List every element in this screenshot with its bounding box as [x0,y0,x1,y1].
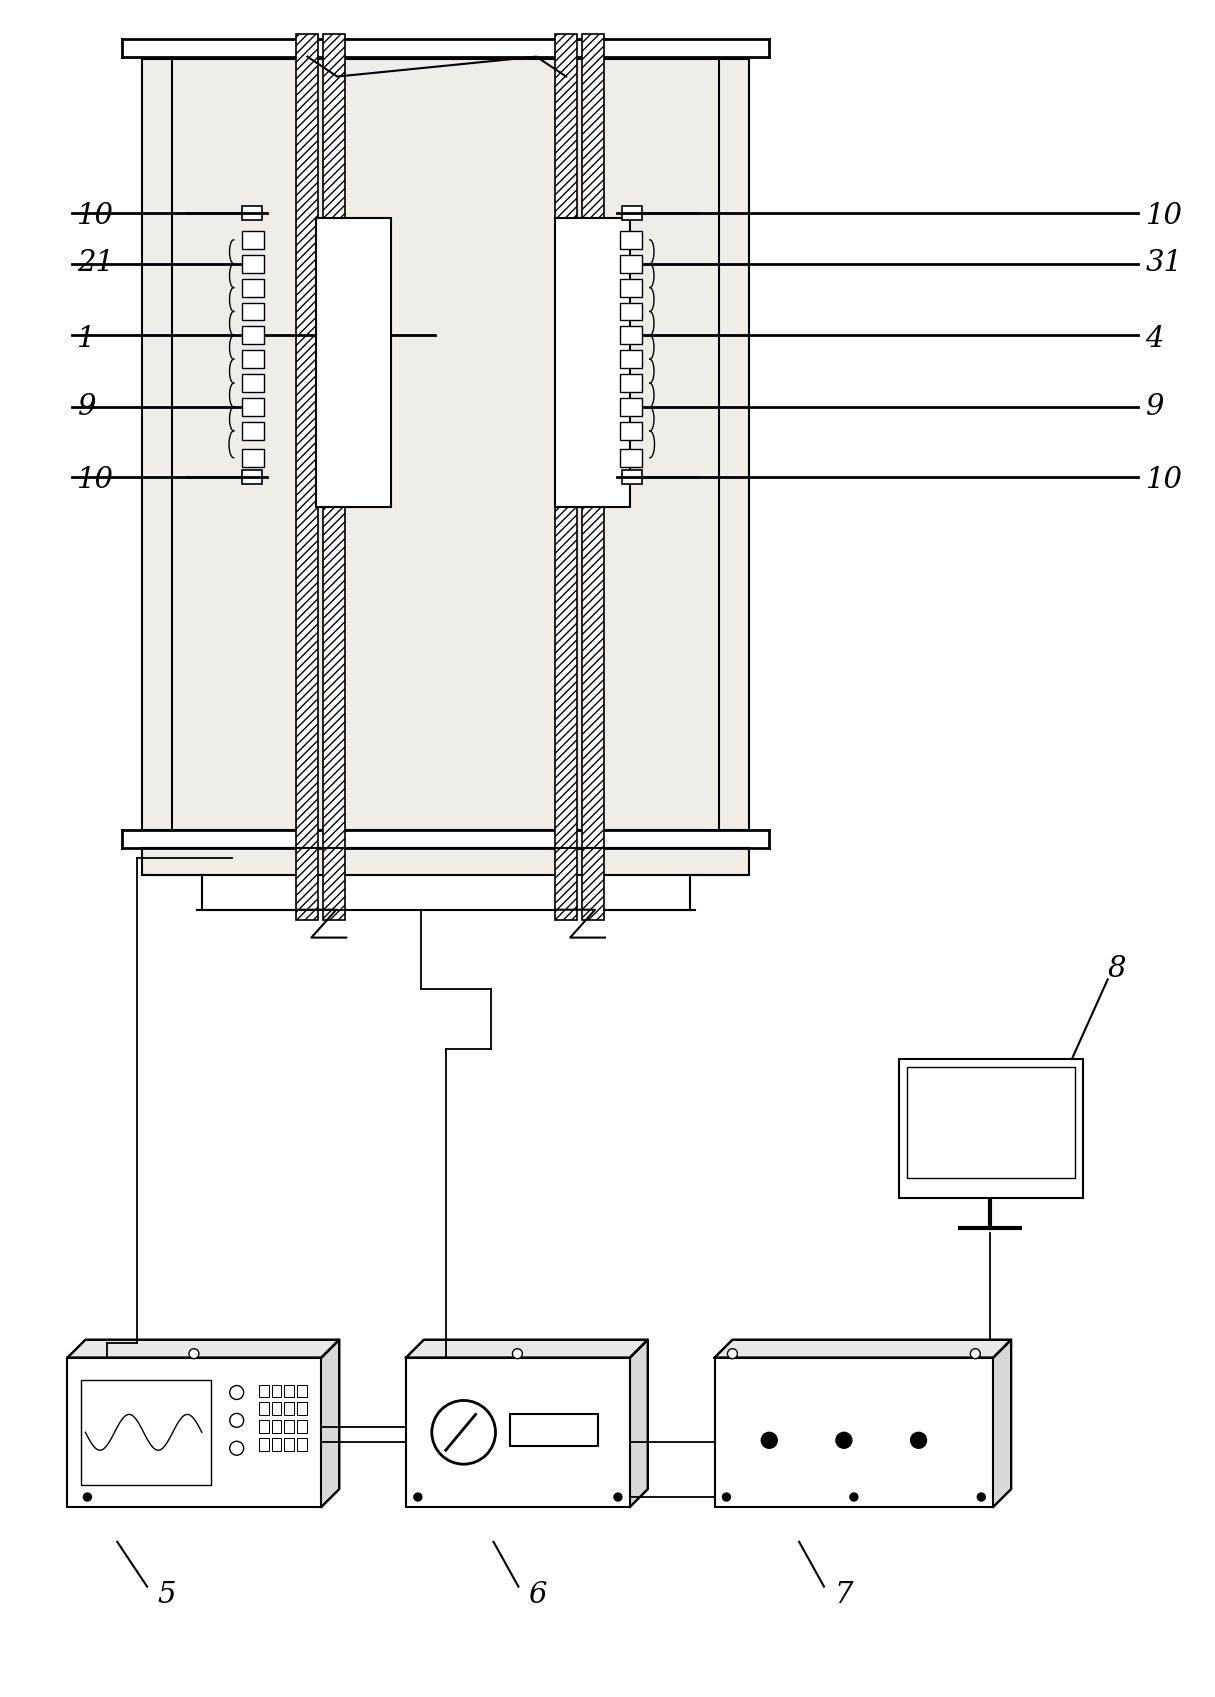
Polygon shape [259,1439,269,1451]
Polygon shape [242,255,264,273]
Polygon shape [993,1339,1011,1507]
Circle shape [910,1432,927,1448]
Polygon shape [242,278,264,297]
Polygon shape [323,34,345,920]
Circle shape [971,1349,981,1359]
Polygon shape [620,255,642,273]
Polygon shape [582,34,604,920]
Text: 4: 4 [1146,326,1164,353]
Polygon shape [620,231,642,249]
Polygon shape [298,1402,307,1415]
Polygon shape [620,278,642,297]
Circle shape [977,1493,985,1502]
Text: 10: 10 [1146,202,1182,229]
Polygon shape [510,1414,598,1446]
Circle shape [849,1493,858,1502]
Polygon shape [259,1385,269,1397]
Circle shape [513,1349,522,1359]
Text: 8: 8 [1108,955,1126,984]
Polygon shape [271,1385,282,1397]
Polygon shape [620,302,642,321]
Text: 5: 5 [157,1580,176,1609]
Polygon shape [81,1380,211,1485]
Circle shape [723,1493,730,1502]
Polygon shape [284,1420,294,1434]
Polygon shape [298,1439,307,1451]
Polygon shape [242,470,261,484]
Text: 9: 9 [78,394,96,421]
Polygon shape [620,350,642,368]
Polygon shape [68,1358,321,1507]
Polygon shape [271,1402,282,1415]
Text: 10: 10 [78,465,114,494]
Text: 10: 10 [78,202,114,229]
Polygon shape [620,423,642,440]
Polygon shape [242,326,264,344]
Polygon shape [271,1420,282,1434]
Polygon shape [714,1339,1011,1358]
Polygon shape [242,399,264,416]
Polygon shape [298,1420,307,1434]
Polygon shape [620,373,642,392]
Polygon shape [298,1385,307,1397]
Polygon shape [242,231,264,249]
Circle shape [188,1349,199,1359]
Polygon shape [296,34,318,920]
Polygon shape [242,302,264,321]
Text: 7: 7 [833,1580,853,1609]
Circle shape [414,1493,422,1502]
Polygon shape [620,326,642,344]
Circle shape [836,1432,852,1448]
Polygon shape [284,1385,294,1397]
Polygon shape [242,205,261,221]
Polygon shape [899,1059,1083,1198]
Polygon shape [316,217,391,507]
Text: 9: 9 [1146,394,1164,421]
Polygon shape [271,1439,282,1451]
Polygon shape [242,373,264,392]
Polygon shape [622,205,642,221]
Polygon shape [406,1339,648,1358]
Polygon shape [620,399,642,416]
Polygon shape [68,1339,339,1358]
Text: 6: 6 [529,1580,547,1609]
Polygon shape [714,1358,993,1507]
Text: 21: 21 [78,249,114,277]
Circle shape [762,1432,778,1448]
Text: 31: 31 [1146,249,1182,277]
Text: 10: 10 [1146,465,1182,494]
Polygon shape [284,1402,294,1415]
Polygon shape [406,1358,629,1507]
Circle shape [728,1349,738,1359]
Polygon shape [142,848,750,876]
Circle shape [84,1493,91,1502]
Polygon shape [142,59,750,830]
Text: 1: 1 [78,326,96,353]
Polygon shape [242,448,264,467]
Polygon shape [906,1067,1075,1178]
Polygon shape [555,34,577,920]
Polygon shape [629,1339,648,1507]
Polygon shape [284,1439,294,1451]
Polygon shape [620,448,642,467]
Polygon shape [259,1420,269,1434]
Polygon shape [555,217,629,507]
Polygon shape [242,423,264,440]
Polygon shape [242,350,264,368]
Circle shape [614,1493,622,1502]
Polygon shape [259,1402,269,1415]
Polygon shape [321,1339,339,1507]
Polygon shape [622,470,642,484]
